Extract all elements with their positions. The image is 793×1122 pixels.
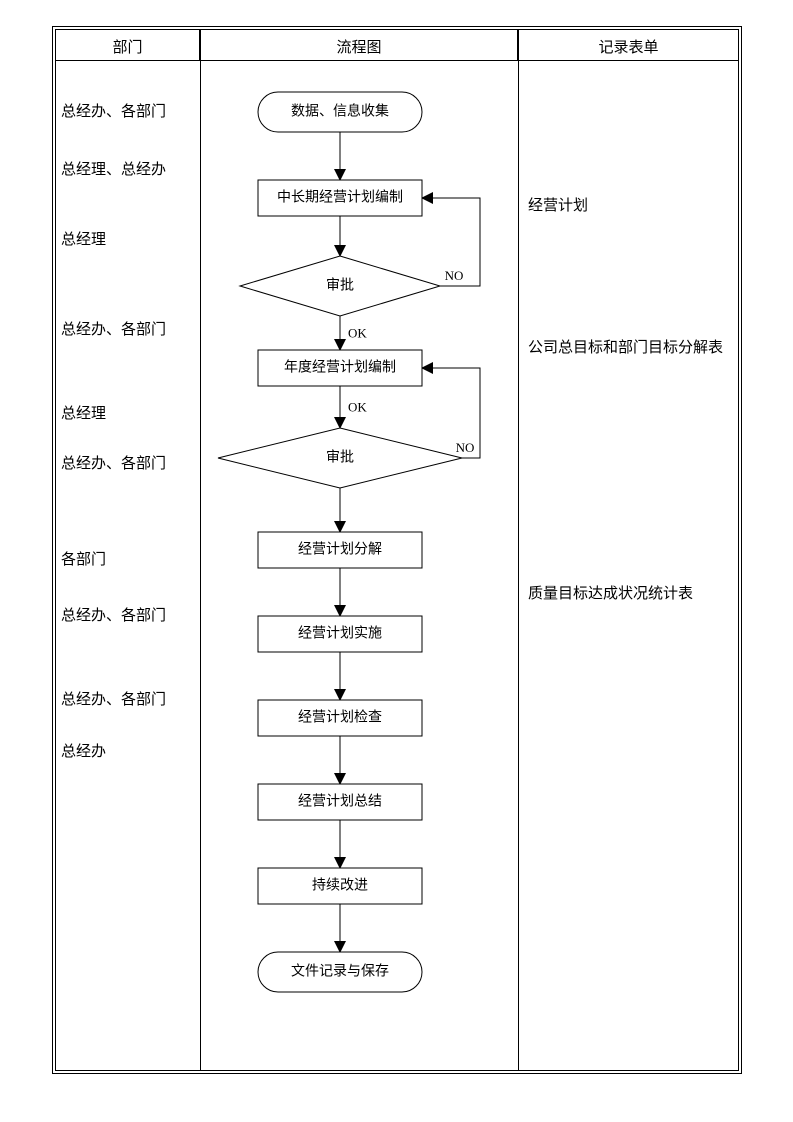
flow-node-label: 数据、信息收集	[291, 103, 389, 120]
flow-node-label: 年度经营计划编制	[284, 360, 396, 376]
flow-node-label: 持续改进	[312, 877, 368, 894]
flow-node-label: 经营计划总结	[298, 794, 382, 810]
flow-edge-label: NO	[456, 440, 475, 455]
flow-edge-label: OK	[348, 400, 367, 415]
page: 部门 流程图 记录表单 总经办、各部门总经理、总经办总经理总经办、各部门总经理总…	[0, 0, 793, 1122]
flow-edge-label: OK	[348, 326, 367, 341]
flow-edge-label: NO	[445, 268, 464, 283]
flow-node-label: 经营计划实施	[298, 626, 382, 642]
flow-node-label: 经营计划检查	[298, 710, 382, 726]
flow-node-label: 经营计划分解	[298, 542, 382, 558]
flow-node-label: 审批	[326, 450, 354, 466]
flow-node-label: 文件记录与保存	[291, 964, 389, 980]
flow-node-label: 中长期经营计划编制	[277, 190, 403, 206]
flow-node-label: 审批	[326, 278, 354, 294]
flowchart: OKOKNONO数据、信息收集中长期经营计划编制审批年度经营计划编制审批经营计划…	[0, 0, 793, 1122]
